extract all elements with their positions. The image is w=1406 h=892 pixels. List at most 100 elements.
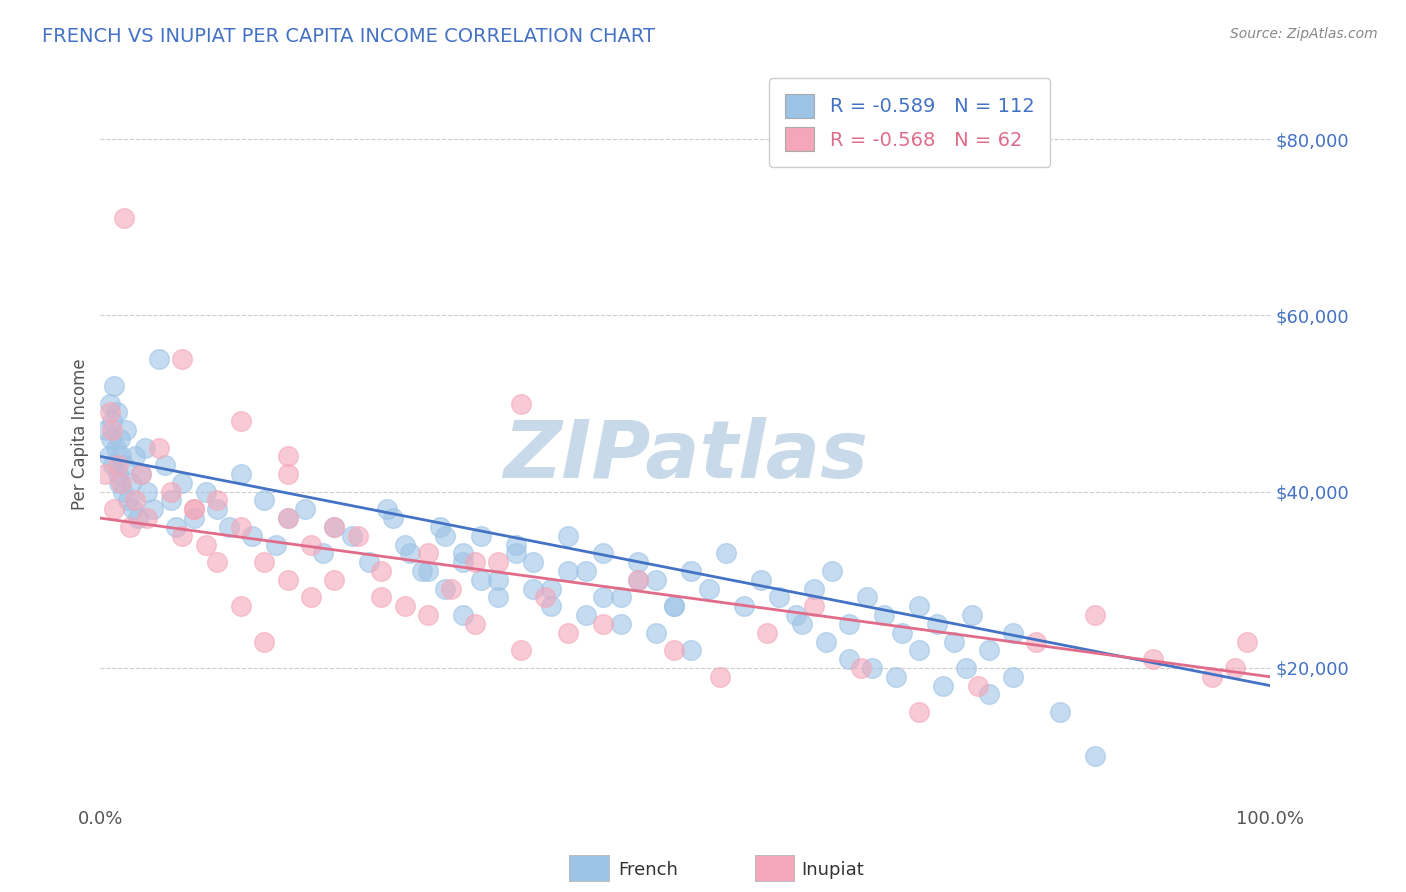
Point [229,414,252,428]
Point [1201,670,1223,684]
Point [908,705,931,719]
Point [522,555,544,569]
Point [299,537,322,551]
Point [264,537,287,551]
Point [645,573,668,587]
Point [540,599,562,614]
Point [172,529,194,543]
Point [100,432,122,446]
Point [416,608,439,623]
Point [966,679,988,693]
Point [134,441,156,455]
Point [505,537,527,551]
Point [610,616,633,631]
Point [394,599,416,614]
Point [1049,705,1071,719]
Point [662,599,685,614]
Point [960,608,983,623]
Point [451,608,474,623]
Point [117,493,139,508]
Point [253,493,276,508]
Point [1025,634,1047,648]
Point [229,599,252,614]
Text: FRENCH VS INUPIAT PER CAPITA INCOME CORRELATION CHART: FRENCH VS INUPIAT PER CAPITA INCOME CORR… [42,27,655,45]
Point [557,529,579,543]
Point [645,625,668,640]
Point [103,379,125,393]
Point [229,520,252,534]
Point [451,555,474,569]
Point [96,423,118,437]
Point [411,564,433,578]
Point [98,396,121,410]
Point [194,484,217,499]
Point [103,458,125,473]
Point [381,511,404,525]
Point [110,475,132,490]
Point [115,423,138,437]
Point [908,643,931,657]
Point [299,591,322,605]
Point [108,475,131,490]
Point [434,529,457,543]
Point [464,555,486,569]
Point [120,475,142,490]
Point [855,591,877,605]
Point [627,555,650,569]
Point [1001,670,1024,684]
Point [370,591,392,605]
Legend: R = -0.589   N = 112, R = -0.568   N = 62: R = -0.589 N = 112, R = -0.568 N = 62 [769,78,1050,167]
Point [592,616,614,631]
Point [101,423,124,437]
Point [838,652,860,666]
Point [440,582,463,596]
Point [1084,749,1107,764]
Point [97,450,120,464]
Point [470,573,492,587]
Point [931,679,953,693]
Point [575,608,598,623]
Point [610,591,633,605]
Point [375,502,398,516]
Point [540,582,562,596]
Point [311,546,333,560]
Point [277,511,299,525]
Point [510,396,533,410]
Point [242,529,264,543]
Point [165,520,187,534]
Point [207,493,229,508]
Point [505,546,527,560]
Point [107,467,129,481]
Point [172,475,194,490]
Point [510,643,533,657]
Point [399,546,422,560]
Point [434,582,457,596]
Point [979,688,1001,702]
Point [592,591,614,605]
Point [172,352,194,367]
Point [557,564,579,578]
Point [277,573,299,587]
Point [733,599,755,614]
Point [803,599,825,614]
Point [183,502,205,516]
Point [592,546,614,560]
Point [111,484,134,499]
Point [925,616,948,631]
Text: ZIPatlas: ZIPatlas [503,417,868,495]
Point [183,502,205,516]
Point [557,625,579,640]
Point [486,555,509,569]
Point [1142,652,1164,666]
Point [803,582,825,596]
Point [112,211,135,226]
Point [194,537,217,551]
Point [94,467,117,481]
Point [1084,608,1107,623]
Point [820,564,842,578]
Point [229,467,252,481]
Point [534,591,557,605]
Point [1223,661,1246,675]
Point [470,529,492,543]
Point [153,458,176,473]
